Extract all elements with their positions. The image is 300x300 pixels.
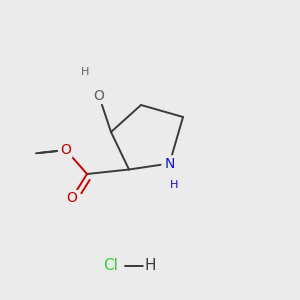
Text: Cl: Cl: [103, 258, 118, 273]
Text: O: O: [94, 89, 104, 103]
Text: O: O: [67, 191, 77, 205]
Text: H: H: [81, 67, 90, 77]
Text: N: N: [164, 157, 175, 170]
Text: O: O: [61, 143, 71, 157]
Text: H: H: [170, 179, 178, 190]
Text: H: H: [144, 258, 156, 273]
